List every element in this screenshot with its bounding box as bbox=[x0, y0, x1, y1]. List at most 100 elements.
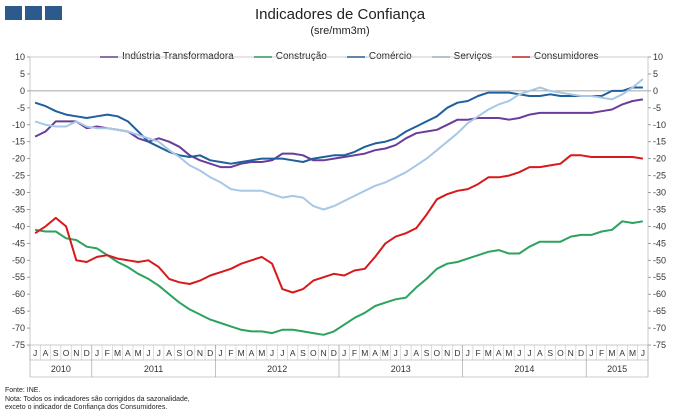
y-tick-label-right: -25 bbox=[653, 171, 666, 181]
month-label: O bbox=[63, 348, 70, 358]
y-tick-label-right: 10 bbox=[653, 52, 663, 62]
chart-subtitle: (sre/mm3m) bbox=[310, 25, 370, 37]
y-tick-label-right: -75 bbox=[653, 340, 666, 350]
month-label: F bbox=[475, 348, 480, 358]
month-label: N bbox=[320, 348, 326, 358]
legend-swatch-comercio bbox=[346, 55, 365, 58]
y-tick-label-left: -30 bbox=[12, 188, 25, 198]
series-line-comercio bbox=[34, 86, 643, 165]
legend-label-servicos: Serviços bbox=[453, 51, 493, 62]
y-tick-label-left: -45 bbox=[12, 238, 25, 248]
month-label: O bbox=[186, 348, 193, 358]
y-tick-label-right: 5 bbox=[653, 69, 658, 79]
month-label: F bbox=[599, 348, 604, 358]
month-label: M bbox=[505, 348, 512, 358]
month-label: A bbox=[413, 348, 419, 358]
legend-swatch-servicos bbox=[431, 55, 450, 58]
month-label: M bbox=[485, 348, 492, 358]
plot-frame bbox=[29, 56, 649, 346]
month-label: J bbox=[404, 348, 408, 358]
y-tick-label-right: -20 bbox=[653, 154, 666, 164]
month-label: M bbox=[382, 348, 389, 358]
month-label: M bbox=[114, 348, 121, 358]
y-tick-label-left: -70 bbox=[12, 323, 25, 333]
month-label: J bbox=[157, 348, 161, 358]
month-label: A bbox=[496, 348, 502, 358]
month-label: N bbox=[444, 348, 450, 358]
y-tick-label-right: -60 bbox=[653, 289, 666, 299]
month-label: J bbox=[33, 348, 37, 358]
y-tick-label-right: -50 bbox=[653, 255, 666, 265]
y-tick-label-right: -40 bbox=[653, 221, 666, 231]
month-label: M bbox=[629, 348, 636, 358]
chart-notes: Fonte: INE. Nota: Todos os indicadores s… bbox=[5, 387, 190, 413]
month-label: J bbox=[394, 348, 398, 358]
y-tick-label-right: -55 bbox=[653, 272, 666, 282]
y-tick-label-left: -50 bbox=[12, 255, 25, 265]
year-label: 2015 bbox=[607, 364, 627, 374]
month-label: N bbox=[197, 348, 203, 358]
month-label: J bbox=[589, 348, 593, 358]
y-tick-label-right: -35 bbox=[653, 204, 666, 214]
month-label: M bbox=[361, 348, 368, 358]
month-label: A bbox=[290, 348, 296, 358]
legend-item-consumidores: Consumidores bbox=[512, 51, 599, 62]
month-label: J bbox=[218, 348, 222, 358]
month-label: A bbox=[125, 348, 131, 358]
year-label: 2011 bbox=[144, 364, 163, 374]
year-label: 2012 bbox=[267, 364, 287, 374]
month-label: S bbox=[300, 348, 306, 358]
note-line-2: exceto o indicador de Confiança dos Cons… bbox=[5, 404, 168, 411]
month-label: A bbox=[249, 348, 255, 358]
month-label: J bbox=[466, 348, 470, 358]
month-label: D bbox=[84, 348, 90, 358]
month-label: J bbox=[146, 348, 150, 358]
month-label: F bbox=[228, 348, 233, 358]
source-note: Fonte: INE. bbox=[5, 387, 41, 394]
legend-label-industria: Indústria Transformadora bbox=[122, 51, 234, 62]
month-label: N bbox=[73, 348, 79, 358]
month-label: J bbox=[95, 348, 99, 358]
month-label: M bbox=[238, 348, 245, 358]
month-label: S bbox=[424, 348, 430, 358]
month-label: A bbox=[619, 348, 625, 358]
month-label: S bbox=[53, 348, 59, 358]
month-label: D bbox=[578, 348, 584, 358]
month-label: M bbox=[135, 348, 142, 358]
legend-swatch-industria bbox=[100, 55, 118, 58]
month-label: F bbox=[352, 348, 357, 358]
legend-label-comercio: Comércio bbox=[368, 51, 412, 62]
y-tick-label-right: -10 bbox=[653, 120, 666, 130]
y-tick-label-left: 0 bbox=[20, 86, 25, 96]
month-label: J bbox=[517, 348, 521, 358]
y-tick-label-left: -40 bbox=[12, 221, 25, 231]
y-tick-label-left: -35 bbox=[12, 204, 25, 214]
logo-block-1 bbox=[5, 6, 22, 20]
chart-title: Indicadores de Confiança bbox=[254, 6, 426, 23]
month-label: A bbox=[43, 348, 49, 358]
month-label: A bbox=[372, 348, 378, 358]
y-tick-label-left: -15 bbox=[12, 137, 25, 147]
year-label: 2013 bbox=[391, 364, 411, 374]
y-tick-label-right: -15 bbox=[653, 137, 666, 147]
series-line-construcao bbox=[34, 220, 644, 336]
month-label: A bbox=[166, 348, 172, 358]
month-label: O bbox=[310, 348, 317, 358]
year-label: 2010 bbox=[51, 364, 71, 374]
y-tick-label-right: -70 bbox=[653, 323, 666, 333]
month-label: D bbox=[331, 348, 337, 358]
y-tick-label-right: 0 bbox=[653, 86, 658, 96]
y-tick-label-right: -65 bbox=[653, 306, 666, 316]
month-label: M bbox=[258, 348, 265, 358]
legend-item-industria: Indústria Transformadora bbox=[100, 51, 234, 62]
month-label: O bbox=[434, 348, 441, 358]
y-tick-label-left: -75 bbox=[12, 340, 25, 350]
month-label: D bbox=[454, 348, 460, 358]
legend-item-comercio: Comércio bbox=[346, 51, 412, 62]
chart-legend: Indústria Transformadora Construção Comé… bbox=[100, 51, 599, 62]
y-tick-label-right: -45 bbox=[653, 238, 666, 248]
y-tick-label-left: -25 bbox=[12, 171, 25, 181]
note-line-1: Nota: Todos os indicadores são corrigido… bbox=[5, 395, 190, 403]
legend-item-construcao: Construção bbox=[253, 51, 327, 62]
